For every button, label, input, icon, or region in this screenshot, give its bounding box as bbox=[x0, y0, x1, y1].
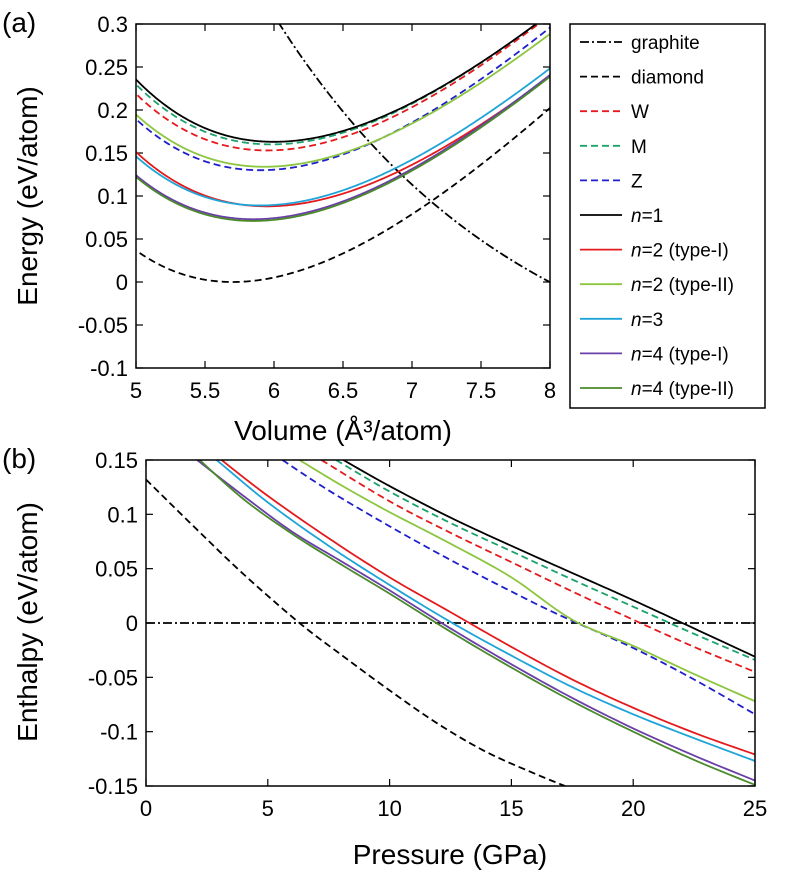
panel-b-xtick-label: 5 bbox=[262, 796, 274, 821]
legend-item-n-4-type-i: n=4 (type-I) bbox=[580, 344, 729, 365]
series-a-m bbox=[136, 24, 538, 146]
series-b-n-2-type-ii bbox=[299, 460, 755, 703]
panel-a-axes: 5 5.5 6 6.5 7 7.5 8 -0.1 -0.05 0 0.05 0.1 0.15 0.2 0.2… bbox=[78, 12, 556, 403]
panel-b-ytick-label: -0.15 bbox=[88, 774, 138, 799]
panel-a-xlabel: Volume (Å³/atom) bbox=[234, 415, 452, 446]
series-b-n-3 bbox=[216, 460, 755, 762]
legend-item-w: W bbox=[580, 102, 649, 123]
series-a-n-4-type-i bbox=[136, 73, 550, 221]
legend-label: n=2 (type-I) bbox=[631, 241, 729, 262]
panel-b-axes: 0 5 10 15 20 25 -0.15 -0.1 -0.05 0 0.05 0.1 0.15 bbox=[88, 448, 767, 821]
panel-b-xtick-label: 15 bbox=[499, 796, 523, 821]
panel-b: (b) 0 5 10 15 20 25 -0.15 -0.1 -0.05 0 0.05 0.1 0.15… bbox=[2, 443, 767, 870]
panel-a-ytick-label: 0.3 bbox=[97, 12, 128, 37]
series-a-n-4-type-ii bbox=[136, 75, 550, 222]
legend-item-diamond: diamond bbox=[580, 68, 704, 89]
series-b-diamond bbox=[146, 478, 566, 786]
legend-label: Z bbox=[631, 171, 643, 192]
legend-label: W bbox=[631, 102, 649, 123]
panel-a-ytick-label: -0.05 bbox=[78, 313, 128, 338]
panel-a: (a) 5 5.5 6 6.5 7 7.5 8 -0.1 -0.05 0 0.05 0.1 0.15 0.… bbox=[2, 7, 556, 446]
series-b-n-4-type-ii bbox=[198, 460, 755, 786]
panel-b-ytick-label: 0 bbox=[126, 611, 138, 636]
panel-a-ytick-label: -0.1 bbox=[90, 356, 128, 381]
legend-item-n-3: n=3 bbox=[580, 310, 663, 331]
panel-b-frame bbox=[145, 459, 756, 787]
legend-item-n-2-type-i: n=2 (type-I) bbox=[580, 241, 729, 262]
legend-item-m: M bbox=[580, 137, 647, 158]
panel-a-ytick-label: 0.25 bbox=[85, 55, 128, 80]
panel-b-xtick-label: 20 bbox=[621, 796, 645, 821]
legend-label: n=3 bbox=[631, 310, 663, 331]
panel-b-xlabel: Pressure (GPa) bbox=[353, 839, 548, 870]
panel-a-xtick-label: 5.5 bbox=[190, 378, 221, 403]
panel-a-xtick-label: 6 bbox=[268, 378, 280, 403]
series-a-w bbox=[136, 24, 540, 152]
panel-a-frame bbox=[135, 23, 551, 369]
legend-label: n=4 (type-II) bbox=[631, 379, 734, 400]
series-a-n-2-type-ii bbox=[136, 32, 550, 168]
panel-b-ylabel: Enthalpy (eV/atom) bbox=[12, 502, 43, 742]
series-b-n-1 bbox=[342, 460, 755, 658]
series-b-n-4-type-i bbox=[196, 460, 755, 782]
series-a-n-2-type-i bbox=[136, 75, 550, 208]
panel-a-label: (a) bbox=[2, 7, 36, 38]
series-b-m bbox=[335, 460, 755, 661]
panel-b-xtick-label: 0 bbox=[140, 796, 152, 821]
series-b-n-2-type-i bbox=[220, 460, 755, 756]
panel-a-xtick-label: 5 bbox=[130, 378, 142, 403]
legend-box bbox=[569, 23, 766, 409]
series-b-w bbox=[320, 460, 755, 673]
panel-b-xtick-label: 10 bbox=[377, 796, 401, 821]
series-a-diamond bbox=[136, 106, 550, 283]
panel-a-xtick-label: 7 bbox=[406, 378, 418, 403]
legend-label: graphite bbox=[631, 33, 700, 54]
legend-label: M bbox=[631, 137, 647, 158]
legend-item-n-2-type-ii: n=2 (type-II) bbox=[580, 275, 734, 296]
legend-item-z: Z bbox=[580, 171, 643, 192]
series-a-graphite bbox=[278, 24, 550, 284]
legend-label: n=4 (type-I) bbox=[631, 344, 729, 365]
series-b-z bbox=[281, 460, 755, 716]
panel-b-series bbox=[146, 460, 755, 786]
legend-item-n-4-type-ii: n=4 (type-II) bbox=[580, 379, 734, 400]
panel-a-ytick-label: 0.1 bbox=[97, 184, 128, 209]
panel-a-xtick-label: 6.5 bbox=[328, 378, 359, 403]
panel-a-ytick-label: 0 bbox=[116, 270, 128, 295]
panel-b-ytick-label: -0.05 bbox=[88, 665, 138, 690]
panel-a-ytick-label: 0.15 bbox=[85, 141, 128, 166]
panel-a-ylabel: Energy (eV/atom) bbox=[12, 86, 43, 305]
legend-item-n-1: n=1 bbox=[580, 206, 663, 227]
panel-b-ytick-label: -0.1 bbox=[100, 720, 138, 745]
panel-b-label: (b) bbox=[2, 443, 36, 474]
panel-a-xtick-label: 7.5 bbox=[466, 378, 497, 403]
panel-b-ytick-label: 0.15 bbox=[95, 448, 138, 473]
panel-b-ytick-label: 0.05 bbox=[95, 557, 138, 582]
panel-a-ytick-label: 0.2 bbox=[97, 98, 128, 123]
panel-b-xtick-label: 25 bbox=[743, 796, 767, 821]
legend-label: n=1 bbox=[631, 206, 663, 227]
series-a-z bbox=[136, 26, 550, 172]
legend-label: diamond bbox=[631, 68, 704, 89]
series-a-n-3 bbox=[136, 67, 550, 207]
legend-item-graphite: graphite bbox=[580, 33, 700, 54]
panel-a-xtick-label: 8 bbox=[544, 378, 556, 403]
panel-b-ytick-label: 0.1 bbox=[107, 502, 138, 527]
series-a-n-1 bbox=[136, 24, 538, 143]
panel-a-series bbox=[136, 24, 550, 284]
panel-a-ytick-label: 0.05 bbox=[85, 227, 128, 252]
legend-label: n=2 (type-II) bbox=[631, 275, 734, 296]
